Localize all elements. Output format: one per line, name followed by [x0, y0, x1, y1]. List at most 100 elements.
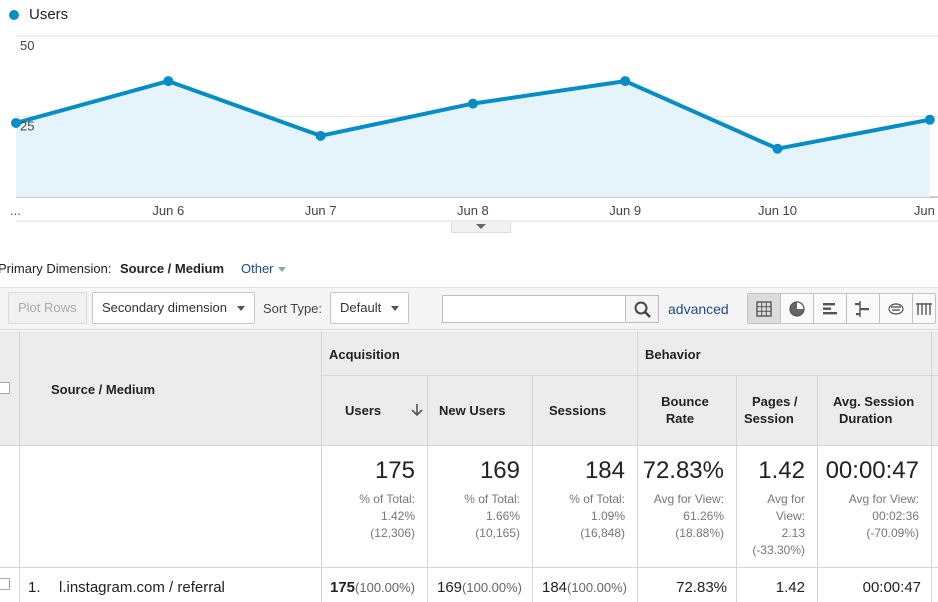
- x-axis-tick-label: Jun 10: [758, 203, 797, 218]
- row-avg-session-duration: 00:00:47: [862, 579, 921, 596]
- column-header-line: Avg. Session: [833, 394, 915, 409]
- total-value: 175: [374, 457, 415, 484]
- divider: [427, 375, 428, 602]
- users-data-point[interactable]: [163, 76, 174, 87]
- users-data-point[interactable]: [467, 98, 478, 109]
- secondary-dimension-label: Secondary dimension: [102, 300, 228, 315]
- row-new-users-cell: 169(100.00%): [437, 579, 522, 596]
- column-header-line: Rate: [665, 411, 695, 426]
- pie-view-icon: [789, 300, 805, 317]
- chart-collapse-handle[interactable]: [451, 222, 511, 233]
- total-value: 169: [479, 457, 520, 484]
- other-dimension-dropdown[interactable]: Other: [241, 261, 286, 276]
- sort-descending-icon: [411, 404, 423, 417]
- total-sub-4: (-33.30%): [752, 543, 805, 557]
- term-cloud-view-button[interactable]: [880, 294, 913, 323]
- search-icon: [634, 301, 651, 318]
- users-legend-dot: [9, 10, 19, 20]
- row-new-users: 169: [437, 579, 463, 596]
- search-button[interactable]: [625, 295, 659, 323]
- group-header-behavior: Behavior: [645, 347, 701, 362]
- performance-view-button[interactable]: [814, 294, 847, 323]
- row-checkbox[interactable]: [0, 578, 10, 590]
- users-area: [16, 81, 930, 197]
- chevron-down-icon: [277, 267, 286, 273]
- plot-rows-button[interactable]: Plot Rows: [8, 292, 87, 324]
- divider: [321, 375, 938, 376]
- advanced-filter-link[interactable]: advanced: [668, 301, 729, 317]
- column-header-source-medium[interactable]: Source / Medium: [51, 382, 156, 397]
- users-data-point[interactable]: [315, 130, 326, 141]
- x-axis-tick-label: Jun 8: [457, 203, 489, 218]
- divider: [736, 375, 737, 602]
- other-dimension-label: Other: [241, 261, 274, 276]
- total-sub-2: 1.09%: [590, 509, 625, 523]
- pivot-view-icon: [916, 302, 932, 315]
- users-legend-label: Users: [29, 6, 69, 23]
- column-header-line: Pages /: [752, 394, 798, 409]
- sort-type-dropdown[interactable]: Default: [330, 292, 410, 324]
- table-view-button[interactable]: [748, 294, 781, 323]
- total-sub-3: (12,306): [370, 526, 415, 540]
- total-sub-2: 1.66%: [485, 509, 520, 523]
- total-value: 00:00:47: [825, 457, 919, 484]
- total-sub-1: % of Total:: [464, 492, 520, 506]
- divider: [321, 331, 322, 602]
- users-data-point[interactable]: [772, 143, 783, 154]
- column-header-bounce-rate[interactable]: Bounce Rate: [650, 393, 720, 427]
- chart-canvas: 50 25 ... Jun 6 Jun 7 Jun 8 Jun 9 Jun 10 Jun 1: [10, 35, 938, 222]
- column-header-sessions[interactable]: Sessions: [549, 403, 607, 418]
- row-sessions-cell: 184(100.00%): [542, 579, 627, 596]
- row-users-pct: (100.00%): [355, 580, 416, 595]
- row-index: 1.: [28, 579, 41, 596]
- divider: [931, 331, 932, 602]
- secondary-dimension-dropdown[interactable]: Secondary dimension: [92, 292, 256, 324]
- data-table: Source / Medium Acquisition Behavior Use…: [0, 331, 938, 602]
- total-value: 72.83%: [642, 457, 724, 484]
- comparison-view-button[interactable]: [847, 294, 880, 323]
- table-toolbar: Plot Rows Secondary dimension Sort Type:…: [0, 287, 938, 330]
- x-axis-tick-label: Jun 7: [305, 203, 337, 218]
- total-value: 1.42: [758, 457, 805, 484]
- total-sub-3: (10,165): [475, 526, 520, 540]
- row-users-cell: 175(100.00%): [330, 579, 415, 596]
- row-source-medium-link[interactable]: l.instagram.com / referral: [59, 579, 225, 596]
- divider: [0, 567, 938, 568]
- column-header-users[interactable]: Users: [345, 403, 382, 418]
- sort-type-label: Sort Type:: [263, 301, 323, 316]
- performance-view-icon: [823, 302, 837, 314]
- row-users: 175: [330, 579, 356, 596]
- select-all-checkbox[interactable]: [0, 382, 10, 394]
- divider: [19, 331, 20, 602]
- users-data-point[interactable]: [620, 76, 631, 87]
- primary-dimension-value[interactable]: Source / Medium: [120, 261, 225, 276]
- total-sub-1: % of Total:: [569, 492, 625, 506]
- column-header-avg-session-duration[interactable]: Avg. Session Duration: [833, 393, 933, 427]
- table-search-input[interactable]: [442, 295, 626, 323]
- users-data-point[interactable]: [11, 117, 21, 128]
- row-sessions-pct: (100.00%): [567, 580, 628, 595]
- row-pages-session: 1.42: [775, 579, 805, 596]
- total-sub-2: View:: [775, 509, 805, 523]
- primary-dimension-label: Primary Dimension:: [0, 261, 112, 276]
- column-header-new-users[interactable]: New Users: [439, 403, 506, 418]
- total-sub-3: (16,848): [580, 526, 625, 540]
- pie-view-button[interactable]: [781, 294, 814, 323]
- sort-type-value: Default: [340, 300, 382, 315]
- collapse-arrow-icon: [476, 224, 486, 229]
- total-sub-3: 2.13: [781, 526, 805, 540]
- total-sub-1: Avg for: [767, 492, 805, 506]
- divider: [637, 331, 638, 602]
- row-new-users-pct: (100.00%): [462, 580, 523, 595]
- users-data-point[interactable]: [924, 114, 935, 125]
- table-row[interactable]: 1. l.instagram.com / referral 175(100.00…: [0, 568, 938, 602]
- divider: [0, 445, 938, 446]
- divider: [817, 375, 818, 602]
- pivot-view-button[interactable]: [913, 294, 935, 323]
- total-sub-1: % of Total:: [359, 492, 415, 506]
- x-axis-tick-label: Jun 9: [609, 203, 641, 218]
- total-sub-3: (18.88%): [675, 526, 724, 540]
- column-header-pages-session[interactable]: Pages / Session: [744, 393, 806, 427]
- total-sub-1: Avg for View:: [653, 492, 724, 506]
- column-header-line: Bounce: [661, 394, 709, 409]
